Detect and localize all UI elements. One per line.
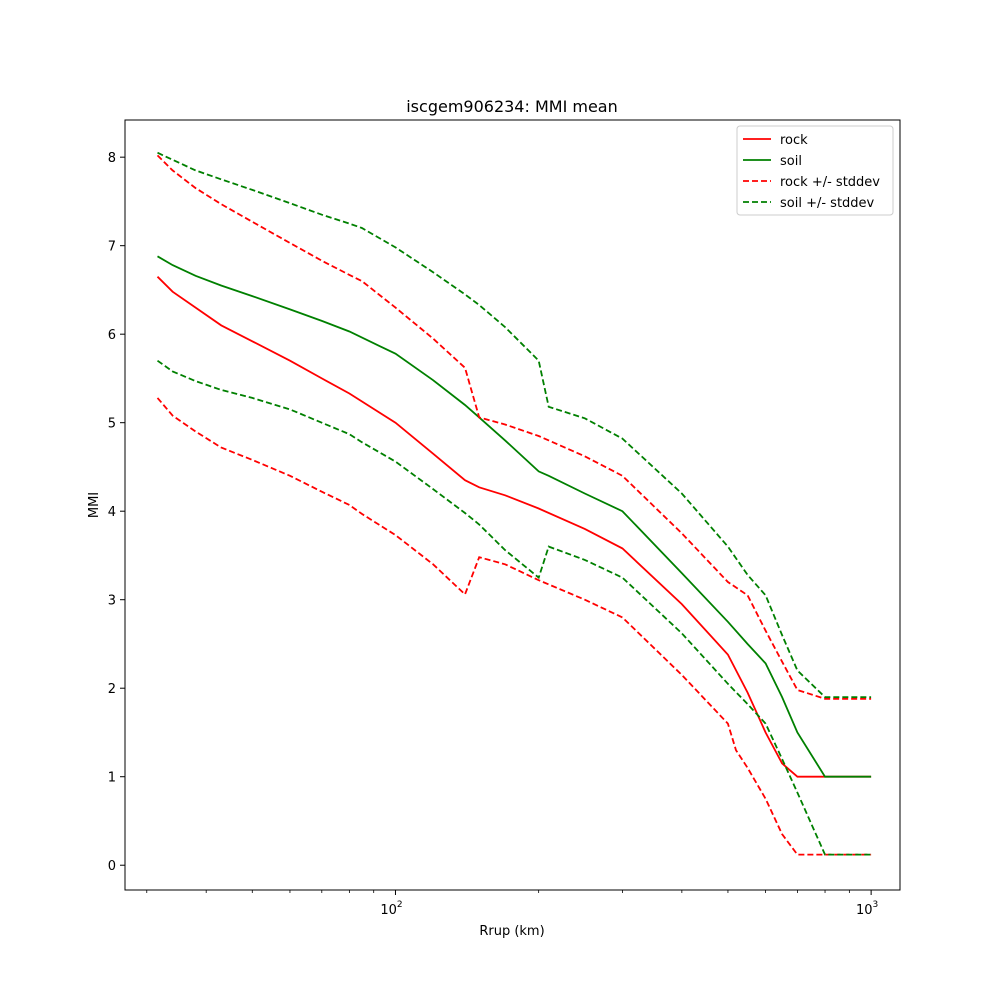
y-tick-label: 4 — [108, 505, 116, 520]
legend-label: rock — [780, 133, 808, 148]
plot-area — [156, 151, 872, 856]
chart-title: iscgem906234: MMI mean — [406, 97, 618, 116]
axes-frame — [124, 119, 901, 891]
y-tick-label: 8 — [108, 151, 116, 166]
series-line-soil-1 — [157, 255, 872, 778]
y-tick-label: 2 — [108, 682, 116, 697]
legend-label: soil — [780, 154, 802, 169]
y-tick-label: 5 — [108, 417, 116, 432]
y-tick-label: 7 — [108, 240, 116, 255]
legend-label: soil +/- stddev — [780, 196, 875, 211]
x-axis-label: Rrup (km) — [479, 924, 544, 939]
y-tick-label: 3 — [108, 594, 116, 609]
legend: rock soil rock +/- stddev soil +/- stddev — [736, 125, 894, 216]
legend-label: rock +/- stddev — [780, 175, 880, 190]
y-tick-label: 6 — [108, 328, 116, 343]
y-axis-label: MMI — [87, 492, 102, 518]
series-line-rock-0 — [156, 276, 872, 778]
series-line-soil-stddev-5 — [156, 359, 872, 856]
series-line-rock-stddev-3 — [156, 397, 872, 856]
legend-box — [736, 125, 894, 216]
series-line-soil-stddev-4 — [157, 151, 872, 698]
y-tick-label: 0 — [108, 859, 116, 874]
series-line-rock-stddev-2 — [156, 154, 872, 700]
y-tick-label: 1 — [108, 771, 116, 786]
